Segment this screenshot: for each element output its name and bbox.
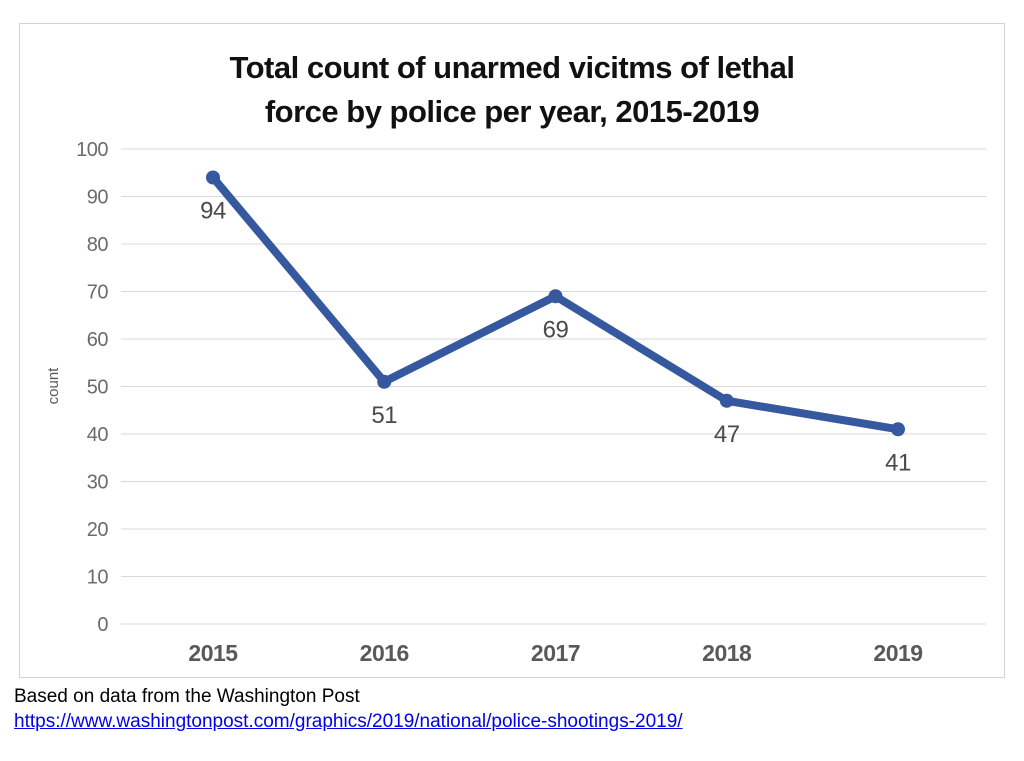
- data-label: 94: [200, 198, 226, 225]
- y-tick-label: 60: [87, 329, 109, 351]
- y-tick-label: 20: [87, 519, 109, 541]
- y-tick-label: 40: [87, 424, 109, 446]
- x-tick-label: 2015: [188, 640, 238, 666]
- x-tick-label: 2019: [873, 640, 922, 666]
- x-tick-label: 2017: [531, 640, 580, 666]
- y-tick-label: 70: [87, 282, 109, 304]
- series-line: [209, 173, 902, 434]
- y-tick-label: 0: [97, 614, 108, 636]
- data-label: 51: [371, 402, 397, 429]
- data-point-marker: [206, 170, 220, 185]
- data-point-marker: [548, 289, 563, 304]
- x-tick-label: 2016: [360, 640, 409, 666]
- y-axis-title: count: [45, 367, 62, 405]
- data-label: 47: [714, 421, 740, 448]
- source-link[interactable]: https://www.washingtonpost.com/graphics/…: [14, 711, 683, 732]
- data-point-marker: [719, 393, 734, 408]
- y-tick-label: 10: [87, 567, 109, 589]
- chart-title-line-1: Total count of unarmed vicitms of lethal: [229, 50, 795, 85]
- source-attribution: Based on data from the Washington Post: [14, 686, 360, 707]
- y-tick-label: 30: [87, 472, 109, 494]
- y-tick-label: 80: [87, 234, 109, 256]
- chart-footer: Based on data from the Washington Post h…: [14, 684, 683, 734]
- data-point-marker: [891, 422, 905, 437]
- y-tick-label: 50: [87, 377, 109, 399]
- y-tick-label: 100: [76, 139, 108, 161]
- chart-frame: Total count of unarmed vicitms of lethal…: [19, 23, 1005, 678]
- line-chart: 0 10 20 30 40 50 60 70 80 90 100 count 2015 2016 2017 2…: [45, 139, 986, 666]
- data-label: 69: [543, 316, 569, 343]
- x-tick-label: 2018: [702, 640, 752, 666]
- y-tick-label: 90: [87, 187, 109, 209]
- data-point-marker: [377, 374, 392, 389]
- chart-title: Total count of unarmed vicitms of lethal…: [20, 46, 1004, 134]
- chart-title-line-2: force by police per year, 2015-2019: [264, 94, 760, 129]
- data-label: 41: [885, 449, 911, 476]
